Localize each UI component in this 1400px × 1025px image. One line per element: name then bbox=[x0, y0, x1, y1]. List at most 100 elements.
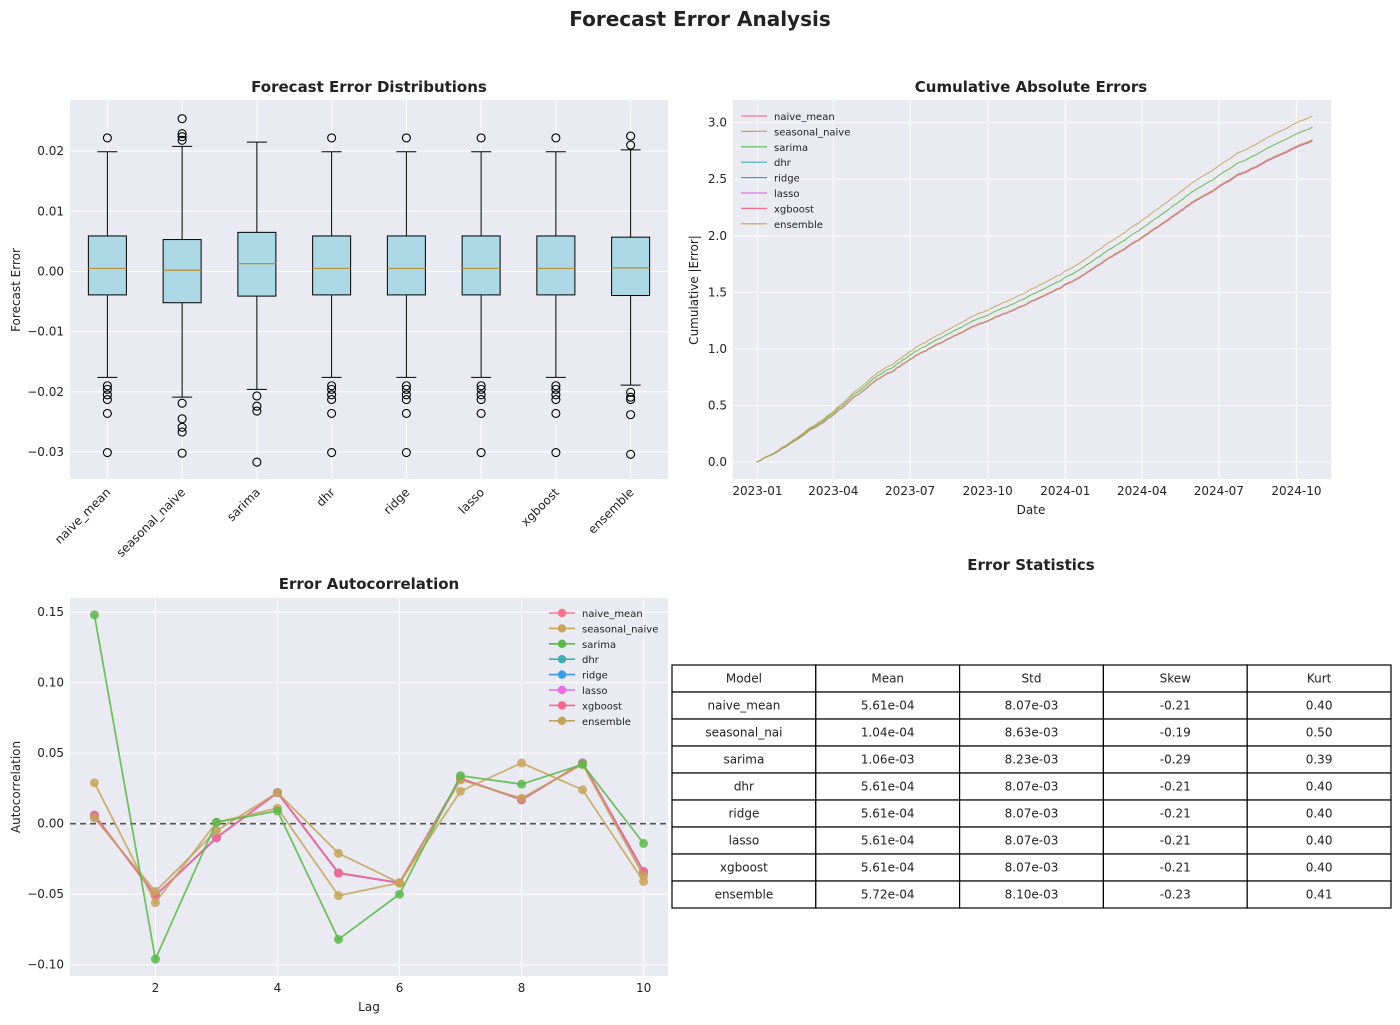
acf-data-point bbox=[333, 891, 343, 901]
acf-data-point bbox=[456, 786, 466, 796]
cumulative-x-tick-label: 2023-04 bbox=[808, 484, 858, 498]
acf-x-tick-label: 6 bbox=[396, 981, 404, 995]
box-outlier bbox=[327, 133, 337, 143]
table-cell-text: 0.40 bbox=[1306, 780, 1333, 794]
box-outlier bbox=[177, 448, 187, 458]
box-outlier bbox=[401, 447, 411, 458]
acf-data-point bbox=[150, 954, 160, 964]
acf-legend-label: dhr bbox=[582, 655, 600, 666]
table-cell bbox=[1102, 772, 1248, 801]
table-cell bbox=[1246, 718, 1392, 747]
box-outlier bbox=[327, 395, 337, 405]
table-cell-text: 8.07e-03 bbox=[1005, 780, 1059, 794]
cumulative-x-tick-label: 2024-04 bbox=[1117, 484, 1167, 498]
acf-data-point bbox=[333, 848, 343, 858]
box-outlier bbox=[177, 135, 187, 145]
box-y-axis-label: Forecast Error bbox=[9, 248, 23, 332]
acf-legend-label: xgboost bbox=[582, 701, 622, 712]
box-outlier bbox=[476, 390, 486, 400]
box-outlier bbox=[177, 129, 187, 139]
table-cell-text: 8.23e-03 bbox=[1005, 753, 1059, 767]
box-outlier bbox=[102, 395, 112, 405]
acf-y-tick-label: 0.05 bbox=[37, 746, 64, 760]
box-outlier bbox=[327, 384, 337, 394]
table-cell bbox=[815, 772, 961, 801]
box-iqr bbox=[237, 231, 277, 297]
cumulative-y-tick-label: 0.0 bbox=[708, 455, 727, 469]
table-cell-text: ensemble bbox=[715, 888, 774, 902]
box-outlier bbox=[102, 447, 112, 458]
table-cell-text: sarima bbox=[723, 753, 764, 767]
table-cell-text: 1.06e-03 bbox=[861, 753, 915, 767]
cumulative-y-tick-label: 3.0 bbox=[708, 116, 727, 130]
cumulative-error-chart: Cumulative Absolute Errors Cumulative |E… bbox=[687, 78, 1331, 517]
acf-x-tick-label: 10 bbox=[636, 981, 651, 995]
box-outlier bbox=[476, 133, 486, 143]
cumulative-y-axis-label: Cumulative |Error| bbox=[687, 235, 701, 345]
box-outlier bbox=[102, 408, 112, 418]
box-outlier bbox=[626, 131, 636, 141]
table-cell-text: 0.39 bbox=[1306, 753, 1333, 767]
table-cell bbox=[815, 691, 961, 720]
table-cell bbox=[958, 853, 1104, 882]
box-y-tick-label: 0.02 bbox=[37, 144, 64, 158]
box-outlier bbox=[626, 449, 636, 459]
table-cell-text: 5.72e-04 bbox=[861, 888, 915, 902]
box-outlier bbox=[551, 390, 561, 400]
box-outlier bbox=[177, 398, 187, 408]
table-cell-text: 5.61e-04 bbox=[861, 834, 915, 848]
acf-data-point bbox=[517, 793, 527, 803]
box-outlier bbox=[626, 392, 636, 402]
box-plot-area bbox=[70, 100, 668, 479]
acf-x-tick-label: 8 bbox=[518, 981, 526, 995]
table-header-cell bbox=[958, 664, 1104, 693]
acf-data-point bbox=[333, 934, 343, 944]
box-iqr bbox=[312, 235, 352, 296]
cumulative-x-tick-label: 2024-07 bbox=[1194, 484, 1244, 498]
acf-data-point bbox=[211, 833, 221, 843]
cumulative-x-tick-label: 2023-01 bbox=[732, 484, 782, 498]
cumulative-legend-label: naive_mean bbox=[774, 112, 835, 123]
box-iqr bbox=[386, 235, 426, 296]
box-y-tick-label: −0.03 bbox=[27, 445, 64, 459]
cumulative-legend-label: seasonal_naive bbox=[774, 127, 850, 138]
acf-legend-marker bbox=[557, 701, 567, 710]
acf-data-point bbox=[639, 877, 649, 886]
table-cell bbox=[1246, 853, 1392, 882]
box-outlier bbox=[177, 427, 187, 437]
cumulative-series-line bbox=[756, 126, 1313, 463]
table-cell-text: 0.40 bbox=[1306, 807, 1333, 821]
cumulative-x-tick-label: 2024-01 bbox=[1040, 484, 1090, 498]
cumulative-legend-label: sarima bbox=[774, 143, 808, 154]
table-cell bbox=[958, 799, 1104, 828]
table-cell-text: 5.61e-04 bbox=[861, 699, 915, 713]
acf-data-point bbox=[639, 838, 649, 848]
table-cell-text: ridge bbox=[728, 807, 759, 821]
box-outlier bbox=[476, 381, 486, 391]
table-cell-text: 0.40 bbox=[1306, 699, 1333, 713]
acf-plot-area bbox=[70, 598, 668, 976]
table-cell-text: seasonal_nai bbox=[705, 726, 782, 740]
table-cell-text: -0.21 bbox=[1160, 861, 1191, 875]
box-outlier bbox=[327, 381, 337, 391]
box-iqr bbox=[87, 235, 127, 296]
box-outlier bbox=[252, 406, 262, 416]
box-outlier bbox=[327, 390, 337, 400]
table-cell bbox=[958, 691, 1104, 720]
box-outlier bbox=[551, 395, 561, 405]
box-outlier bbox=[626, 387, 636, 397]
acf-data-point bbox=[150, 886, 160, 896]
box-outlier bbox=[551, 381, 561, 391]
box-x-tick-label: seasonal_naive bbox=[114, 485, 189, 560]
table-cell bbox=[958, 826, 1104, 855]
table-cell bbox=[1102, 718, 1248, 747]
table-cell bbox=[815, 799, 961, 828]
table-cell-text: 8.10e-03 bbox=[1005, 888, 1059, 902]
acf-data-point bbox=[89, 778, 99, 788]
table-cell-text: -0.29 bbox=[1160, 753, 1191, 767]
table-cell bbox=[671, 745, 817, 774]
acf-legend-marker bbox=[557, 685, 567, 695]
box-outlier bbox=[252, 457, 262, 467]
cumulative-series-line bbox=[756, 115, 1313, 463]
box-outlier bbox=[252, 401, 262, 411]
